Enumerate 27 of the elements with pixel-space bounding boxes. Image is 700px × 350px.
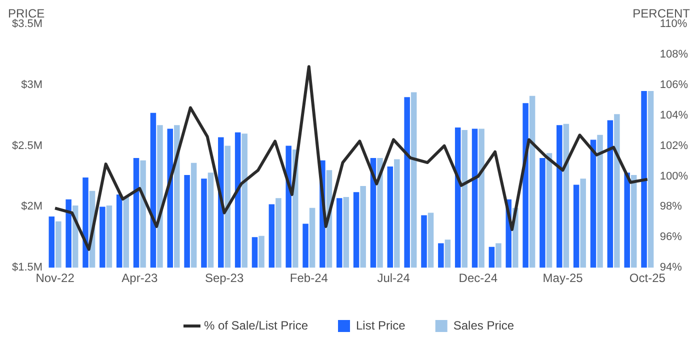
y2-tick-label: 98% — [660, 200, 682, 213]
y-tick-label: $1.5M — [12, 262, 43, 274]
y-axis-title: PRICE — [8, 6, 45, 20]
legend-label: % of Sale/List Price — [204, 318, 308, 332]
y-tick-label: $2M — [21, 200, 43, 213]
y-tick-label: $3M — [21, 78, 43, 91]
x-tick-label: Feb-24 — [290, 271, 328, 286]
y2-tick-label: 104% — [660, 109, 688, 122]
y2-tick-label: 96% — [660, 231, 682, 244]
x-tick-label: Nov-22 — [36, 271, 75, 286]
y2-tick-label: 102% — [660, 140, 688, 152]
x-tick-label: Dec-24 — [458, 271, 498, 286]
x-tick-label: Oct-25 — [629, 271, 666, 286]
y-tick-label: $2.5M — [12, 140, 43, 152]
y2-tick-label: 106% — [660, 78, 688, 91]
x-tick-label: Jul-24 — [377, 271, 410, 286]
y2-tick-label: 108% — [660, 48, 688, 60]
legend-label: List Price — [356, 318, 406, 332]
legend-label: Sales Price — [453, 318, 514, 332]
y2-tick-label: 94% — [660, 262, 682, 274]
y-tick-label: $3.5M — [12, 18, 43, 30]
y2-axis-title: PERCENT — [632, 6, 691, 20]
x-tick-label: Apr-23 — [122, 271, 158, 286]
y2-tick-label: 100% — [660, 170, 688, 182]
y2-tick-label: 110% — [660, 18, 688, 30]
x-tick-label: Sep-23 — [204, 271, 244, 286]
x-tick-label: May-25 — [542, 271, 584, 286]
